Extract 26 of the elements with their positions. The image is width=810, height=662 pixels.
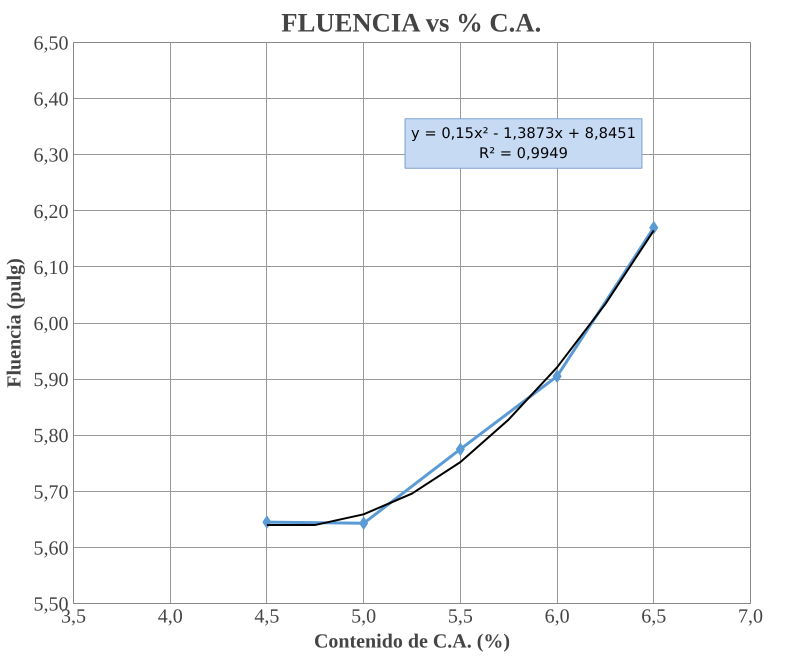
y-tick-label: 5,60 [34, 537, 68, 560]
y-tick-label: 5,90 [34, 369, 68, 392]
point [456, 442, 465, 456]
chart-title: FLUENCIA vs % C.A. [281, 8, 542, 38]
y-axis-title: Fluencia (pulg) [4, 258, 26, 388]
x-tick-label: 5,0 [351, 606, 376, 628]
x-axis-title: Contenido de C.A. (%) [314, 630, 510, 652]
point [262, 516, 272, 529]
y-tick-label: 6,00 [34, 313, 68, 335]
y-tick-label: 6,10 [34, 256, 68, 279]
y-tick-label: 6,20 [34, 200, 68, 223]
x-tick-label: 7,0 [738, 606, 763, 628]
annotation: y = 0,15x² - 1,3873x + 8,8451 R² = 0,9949 [411, 124, 636, 162]
x-tick-label: 6,0 [544, 606, 570, 628]
point [552, 370, 562, 383]
x-tick-label: 4,5 [254, 606, 280, 628]
point [359, 516, 368, 530]
x-tick-label: 5,5 [448, 606, 473, 628]
y-tick-label: 6,50 [34, 32, 68, 54]
y-tick-label: 5,70 [34, 481, 68, 504]
x-tick-label: 6,5 [641, 606, 666, 628]
y-tick-label: 5,80 [34, 425, 68, 448]
y-tick-label: 6,40 [34, 88, 68, 111]
y-tick-label: 6,30 [34, 144, 68, 167]
x-tick-label: 4,0 [158, 606, 183, 628]
point [649, 221, 658, 234]
